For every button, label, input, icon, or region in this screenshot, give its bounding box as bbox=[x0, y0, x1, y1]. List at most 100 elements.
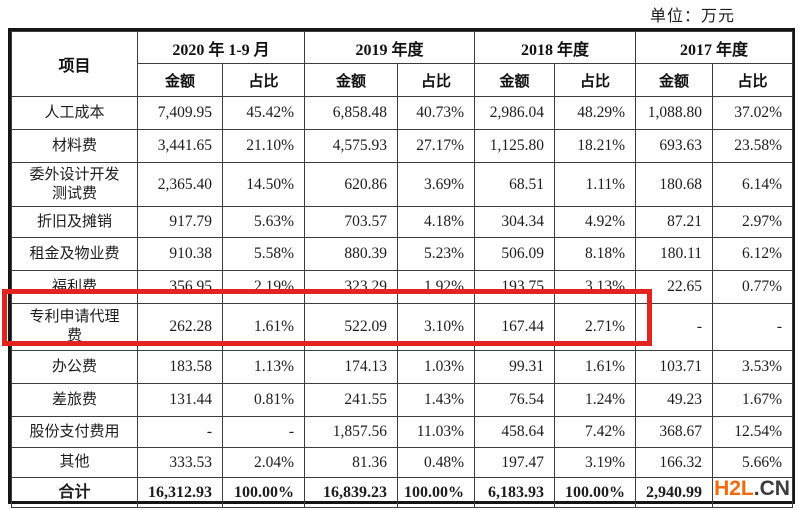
cost-table: 项目 2020 年 1-9 月 2019 年度 2018 年度 2017 年度 … bbox=[8, 28, 795, 508]
cell-value: 1,857.56 bbox=[304, 416, 398, 448]
cell-value: 8.18% bbox=[554, 237, 637, 271]
cell-value: 68.51 bbox=[474, 162, 556, 207]
cell-value: 262.28 bbox=[137, 303, 223, 351]
subheader-ratio: 占比 bbox=[712, 63, 794, 97]
table-header: 项目 2020 年 1-9 月 2019 年度 2018 年度 2017 年度 … bbox=[11, 31, 794, 97]
cell-value: 49.23 bbox=[635, 383, 714, 417]
cell-value: 1.03% bbox=[396, 350, 476, 384]
cell-value: 2.97% bbox=[712, 206, 794, 238]
subheader-amount: 金额 bbox=[635, 63, 714, 97]
watermark-left: H2L bbox=[714, 477, 754, 500]
cell-value: 522.09 bbox=[304, 303, 398, 351]
cell-value: 27.17% bbox=[396, 129, 476, 163]
cell-value: 3.19% bbox=[554, 447, 637, 478]
cell-value: 7.42% bbox=[554, 416, 637, 448]
cell-value: 6.14% bbox=[712, 162, 794, 207]
cell-value: 16,839.23 bbox=[304, 477, 398, 508]
cell-value: 2,940.99 bbox=[635, 477, 714, 508]
cell-value: 620.86 bbox=[304, 162, 398, 207]
cell-value: 100.00% bbox=[396, 477, 476, 508]
cell-value: 1.13% bbox=[222, 350, 305, 384]
row-label: 折旧及摊销 bbox=[11, 206, 138, 238]
cell-value: 1.67% bbox=[712, 383, 794, 417]
cell-value: 1.24% bbox=[554, 383, 637, 417]
cell-value: 103.71 bbox=[635, 350, 714, 384]
subheader-amount: 金额 bbox=[304, 63, 398, 97]
table-row: 办公费 183.58 1.13% 174.13 1.03% 99.31 1.61% 103.7… bbox=[11, 350, 794, 384]
unit-label: 单位：万元 bbox=[650, 8, 736, 25]
cell-value: 2.19% bbox=[222, 270, 305, 304]
row-label: 福利费 bbox=[11, 270, 138, 304]
cell-value: 917.79 bbox=[137, 206, 223, 238]
column-group-2017: 2017 年度 bbox=[635, 31, 794, 64]
cell-value: 703.57 bbox=[304, 206, 398, 238]
table-row: 股份支付费用 - -1,857.56 11.03% 458.64 7.42% 368.67 1… bbox=[11, 416, 794, 448]
cell-value: - bbox=[137, 416, 223, 448]
cell-value: 6.12% bbox=[712, 237, 794, 271]
cell-value: 100.00% bbox=[554, 477, 637, 508]
column-group-2019: 2019 年度 bbox=[303, 31, 476, 64]
row-label: 办公费 bbox=[11, 350, 138, 384]
cell-value: 6,858.48 bbox=[304, 96, 398, 130]
cell-value: 4,575.93 bbox=[304, 129, 398, 163]
cell-value: 37.02% bbox=[712, 96, 794, 130]
cell-value: 81.36 bbox=[304, 447, 398, 478]
cell-value: - bbox=[635, 303, 714, 351]
cell-value: 193.75 bbox=[474, 270, 556, 304]
cell-value: 23.58% bbox=[712, 129, 794, 163]
table-row: 人工成本 7,409.95 45.42% 6,858.48 40.73% 2,986.04… bbox=[11, 96, 794, 130]
table-row-total: 合计 16,312.93 100.00% 16,839.23 100.00% 6,183.… bbox=[11, 477, 794, 508]
cell-value: 3.10% bbox=[396, 303, 476, 351]
table-body: 人工成本 7,409.95 45.42% 6,858.48 40.73% 2,986.04… bbox=[11, 96, 794, 508]
cell-value: 48.29% bbox=[554, 96, 637, 130]
cell-value: 880.39 bbox=[304, 237, 398, 271]
cell-value: 1.43% bbox=[396, 383, 476, 417]
row-label: 股份支付费用 bbox=[11, 416, 138, 448]
table-row: 其他 333.53 2.04% 81.36 0.48% 197.47 3.19% 166.32… bbox=[11, 447, 794, 478]
table-row: 差旅费 131.44 0.81% 241.55 1.43% 76.54 1.24% 49.23… bbox=[11, 383, 794, 417]
cell-value: 2,986.04 bbox=[474, 96, 556, 130]
cell-value: 1,088.80 bbox=[635, 96, 714, 130]
cell-value: 14.50% bbox=[222, 162, 305, 207]
cell-value: 1,125.80 bbox=[474, 129, 556, 163]
cell-value: 333.53 bbox=[137, 447, 223, 478]
cell-value bbox=[712, 477, 794, 508]
table-row: 福利费 356.95 2.19% 323.29 1.92% 193.75 3.13% 22.6… bbox=[11, 270, 794, 304]
subheader-ratio: 占比 bbox=[222, 63, 305, 97]
cell-value: 1.61% bbox=[554, 350, 637, 384]
cell-value: 241.55 bbox=[304, 383, 398, 417]
cell-value: 458.64 bbox=[474, 416, 556, 448]
table-row: 折旧及摊销 917.79 5.63% 703.57 4.18% 304.34 4.92% 87… bbox=[11, 206, 794, 238]
row-label: 材料费 bbox=[11, 129, 138, 163]
cell-value: 40.73% bbox=[396, 96, 476, 130]
cell-value: - bbox=[222, 416, 305, 448]
table-row: 租金及物业费 910.38 5.58% 880.39 5.23% 506.09 8.18% 1… bbox=[11, 237, 794, 271]
cell-value: 7,409.95 bbox=[137, 96, 223, 130]
cell-value: 0.48% bbox=[396, 447, 476, 478]
cell-value: 16,312.93 bbox=[137, 477, 223, 508]
cell-value: 3.13% bbox=[554, 270, 637, 304]
cell-value: 6,183.93 bbox=[474, 477, 556, 508]
cell-value: 0.81% bbox=[222, 383, 305, 417]
cell-value: 0.77% bbox=[712, 270, 794, 304]
cell-value: 174.13 bbox=[304, 350, 398, 384]
cell-value: 180.68 bbox=[635, 162, 714, 207]
cell-value: 76.54 bbox=[474, 383, 556, 417]
cell-value: 304.34 bbox=[474, 206, 556, 238]
table-row: 委外设计开发测试费 2,365.40 14.50% 620.86 3.69% 68.51 1… bbox=[11, 162, 794, 207]
cell-value: 18.21% bbox=[554, 129, 637, 163]
cell-value: 12.54% bbox=[712, 416, 794, 448]
cell-value: 5.58% bbox=[222, 237, 305, 271]
cell-value: 197.47 bbox=[474, 447, 556, 478]
cell-value: 167.44 bbox=[474, 303, 556, 351]
cell-value: 99.31 bbox=[474, 350, 556, 384]
watermark-right: .CN bbox=[753, 477, 790, 500]
cell-value: 3,441.65 bbox=[137, 129, 223, 163]
cell-value: 5.63% bbox=[222, 206, 305, 238]
cell-value: 2,365.40 bbox=[137, 162, 223, 207]
cell-value: 21.10% bbox=[222, 129, 305, 163]
row-label: 租金及物业费 bbox=[11, 237, 138, 271]
cell-value: 1.11% bbox=[554, 162, 637, 207]
cell-value: 910.38 bbox=[137, 237, 223, 271]
